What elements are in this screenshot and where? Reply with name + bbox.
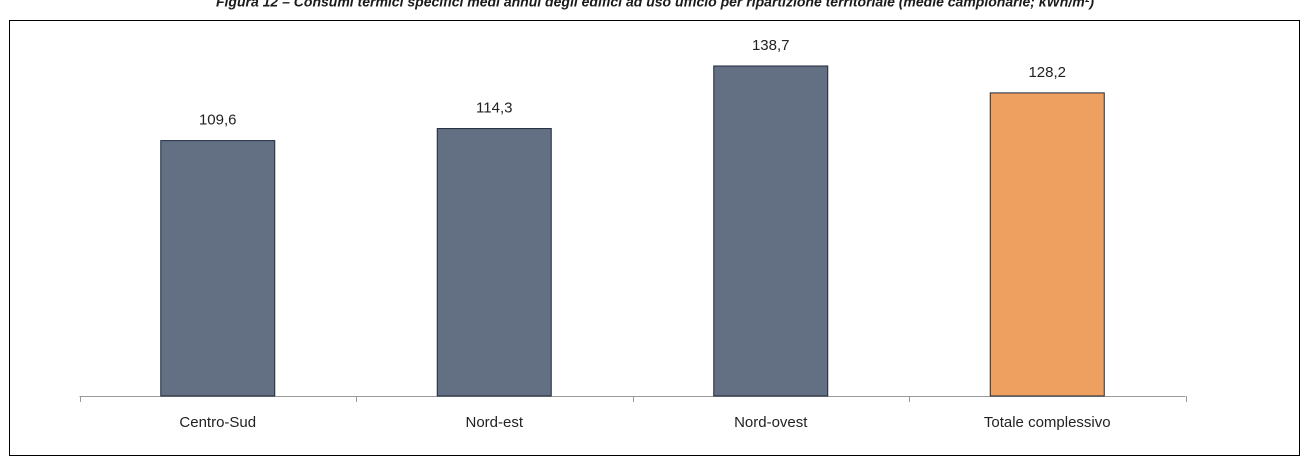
bar: [713, 65, 829, 397]
data-label: 109,6: [199, 112, 237, 129]
bar: [160, 140, 276, 397]
data-label: 114,3: [476, 100, 512, 117]
chart-title: Figura 12 – Consumi termici specifici me…: [216, 0, 1094, 10]
data-label: 138,7: [752, 37, 790, 54]
chart-frame: [9, 20, 1300, 456]
x-tick-label: Nord-est: [465, 414, 523, 431]
bar: [436, 128, 552, 397]
bar: [989, 92, 1105, 397]
x-tick-label: Nord-ovest: [734, 414, 808, 431]
x-tick-label: Totale complessivo: [984, 414, 1111, 431]
x-tick-label: Centro-Sud: [179, 414, 256, 431]
data-label: 128,2: [1028, 64, 1066, 81]
